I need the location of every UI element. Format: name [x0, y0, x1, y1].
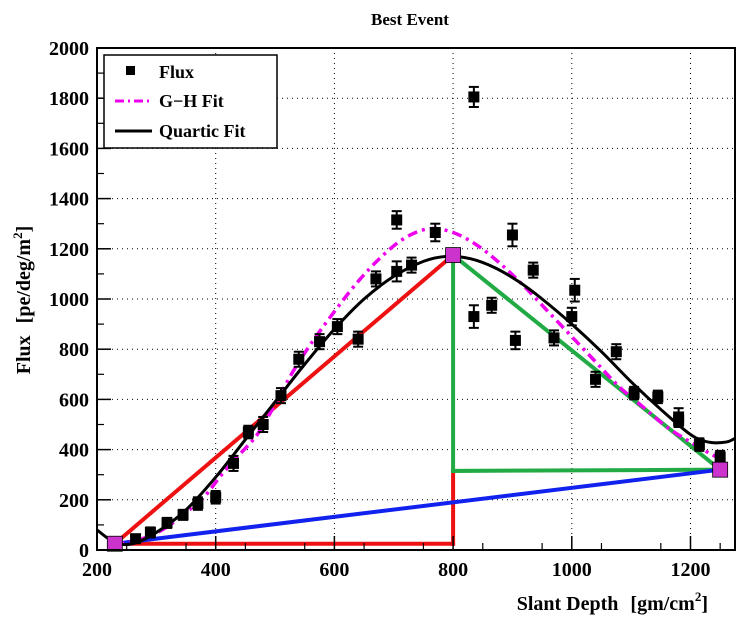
- flux-point: [293, 353, 305, 365]
- vertex-marker: [712, 461, 729, 478]
- flux-point: [192, 498, 204, 510]
- flux-point: [429, 226, 441, 238]
- flux-point: [468, 91, 480, 103]
- flux-point: [177, 509, 189, 521]
- blue-line: [112, 467, 723, 546]
- x-tick-label: 200: [82, 559, 112, 581]
- x-axis-label-sup: 2: [695, 589, 702, 604]
- flux-point: [590, 373, 602, 385]
- flux-point: [610, 346, 622, 358]
- fit-curves: [96, 226, 736, 547]
- flux-point: [391, 265, 403, 277]
- flux-point: [314, 336, 326, 348]
- flux-point: [406, 259, 418, 271]
- flux-point: [275, 390, 287, 402]
- x-tick-label: 600: [319, 559, 349, 581]
- y-tick-label: 2000: [49, 38, 89, 60]
- chart-title: Best Event: [371, 10, 449, 29]
- y-tick-label: 1400: [49, 189, 89, 211]
- flux-point: [370, 273, 382, 285]
- y-tick-label: 600: [59, 389, 89, 411]
- x-tick-label: 800: [438, 559, 468, 581]
- flux-point: [130, 533, 142, 545]
- vertex-marker: [106, 535, 123, 552]
- y-tick-label: 1000: [49, 289, 89, 311]
- y-tick-label: 200: [59, 490, 89, 512]
- legend: Flux G−H Fit Quartic Fit: [103, 54, 278, 149]
- legend-flux-label: Flux: [159, 62, 194, 82]
- flux-point: [144, 526, 156, 538]
- quartic-fit-curve: [96, 254, 736, 547]
- y-tick-label: 0: [79, 540, 89, 562]
- flux-point: [566, 311, 578, 323]
- flux-point: [652, 391, 664, 403]
- y-axis-label-main: Flux: [13, 335, 35, 374]
- flux-point: [628, 387, 640, 399]
- flux-point: [391, 214, 403, 226]
- flux-point: [242, 426, 254, 438]
- y-tick-label: 1800: [49, 88, 89, 110]
- flux-point: [548, 332, 560, 344]
- legend-flux-marker: [126, 66, 135, 75]
- flux-point: [714, 451, 726, 463]
- flux-point: [509, 334, 521, 346]
- flux-point: [506, 229, 518, 241]
- x-axis-label-unit: [gm/cm: [630, 593, 695, 615]
- flux-point: [210, 491, 222, 503]
- x-tick-label: 1000: [552, 559, 592, 581]
- x-axis-label-main: Slant Depth: [517, 593, 619, 615]
- y-tick-label: 1600: [49, 138, 89, 160]
- flux-point: [527, 264, 539, 276]
- flux-point: [673, 415, 685, 427]
- x-axis-label: Slant Depth [gm/cm2]: [517, 589, 708, 615]
- annotation-markers: [106, 247, 729, 552]
- flux-point: [331, 321, 343, 333]
- flux-point: [569, 284, 581, 296]
- legend-gh-label: G−H Fit: [159, 91, 224, 111]
- flux-point: [468, 311, 480, 323]
- axis-ticks: 200 400 600 800 1000 120002004006008001000120…: [49, 38, 721, 581]
- x-tick-label: 1200: [670, 559, 710, 581]
- flux-point: [228, 457, 240, 469]
- vertex-marker: [445, 247, 461, 263]
- green-line: [451, 467, 723, 473]
- y-axis-label-sup: 2: [10, 232, 25, 239]
- y-axis-label: Flux [pe/deg/m2]: [10, 226, 35, 375]
- y-tick-label: 1200: [49, 239, 89, 261]
- flux-point: [257, 419, 269, 430]
- flux-point: [161, 517, 173, 529]
- gh-fit-curve: [114, 226, 724, 547]
- y-tick-label: 800: [59, 339, 89, 361]
- flux-point: [352, 333, 364, 345]
- y-tick-label: 400: [59, 440, 89, 462]
- flux-point: [486, 299, 498, 311]
- x-axis-label-unit-end: ]: [701, 593, 708, 615]
- y-axis-label-unit-end: ]: [13, 226, 35, 233]
- x-tick-label: 400: [201, 559, 231, 581]
- y-axis-label-unit: [pe/deg/m: [13, 239, 35, 324]
- flux-point: [693, 439, 705, 451]
- legend-quartic-label: Quartic Fit: [159, 121, 245, 141]
